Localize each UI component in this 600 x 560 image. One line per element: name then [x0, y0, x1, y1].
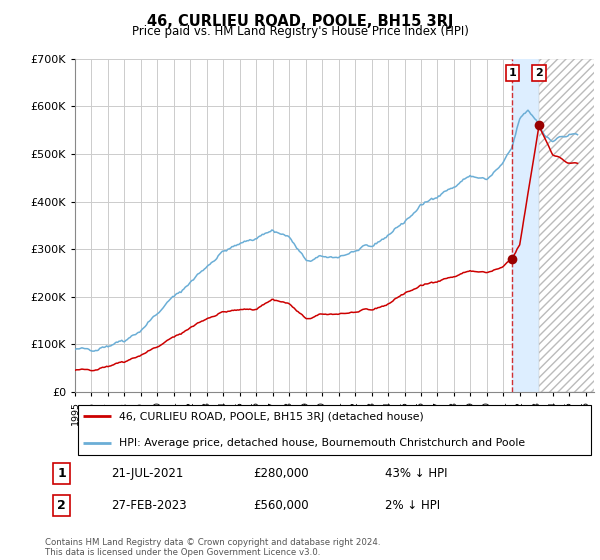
Bar	[512, 59, 539, 392]
Text: 1: 1	[508, 68, 516, 78]
FancyBboxPatch shape	[77, 405, 592, 455]
Text: 46, CURLIEU ROAD, POOLE, BH15 3RJ (detached house): 46, CURLIEU ROAD, POOLE, BH15 3RJ (detac…	[119, 412, 424, 422]
Text: 2: 2	[535, 68, 543, 78]
Text: HPI: Average price, detached house, Bournemouth Christchurch and Poole: HPI: Average price, detached house, Bour…	[119, 438, 525, 448]
Text: 2% ↓ HPI: 2% ↓ HPI	[385, 499, 440, 512]
Text: £560,000: £560,000	[254, 499, 309, 512]
Bar	[539, 59, 600, 392]
Text: 2: 2	[57, 499, 66, 512]
Text: 1: 1	[57, 467, 66, 480]
Text: Contains HM Land Registry data © Crown copyright and database right 2024.
This d: Contains HM Land Registry data © Crown c…	[45, 538, 380, 557]
Text: 43% ↓ HPI: 43% ↓ HPI	[385, 467, 448, 480]
Text: £280,000: £280,000	[254, 467, 309, 480]
Text: Price paid vs. HM Land Registry's House Price Index (HPI): Price paid vs. HM Land Registry's House …	[131, 25, 469, 38]
Bar	[539, 59, 600, 392]
Text: 21-JUL-2021: 21-JUL-2021	[111, 467, 183, 480]
Text: 46, CURLIEU ROAD, POOLE, BH15 3RJ: 46, CURLIEU ROAD, POOLE, BH15 3RJ	[147, 14, 453, 29]
Text: 27-FEB-2023: 27-FEB-2023	[111, 499, 187, 512]
